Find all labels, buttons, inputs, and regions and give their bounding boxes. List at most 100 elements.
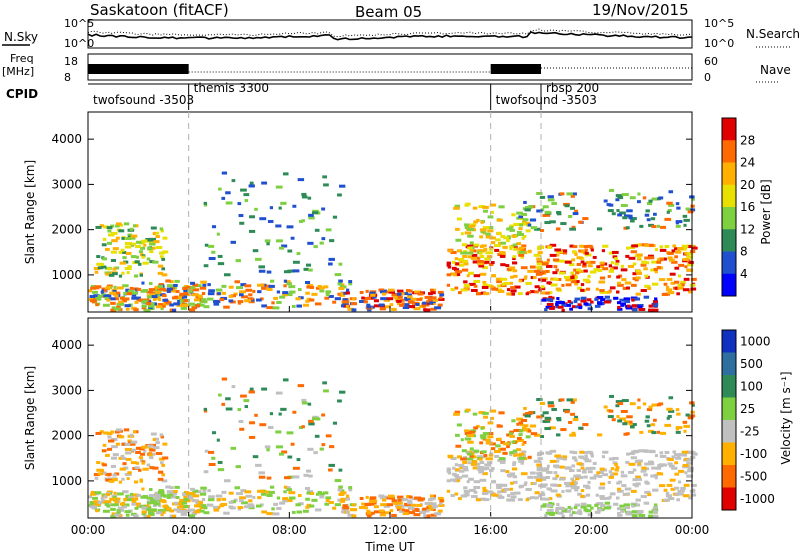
colorbar-swatch <box>722 397 736 421</box>
power-cell <box>397 292 402 296</box>
power-cell <box>497 242 502 246</box>
velocity-cell <box>150 432 157 436</box>
velocity-cell <box>608 470 613 474</box>
velocity-cell <box>338 492 345 496</box>
velocity-cell <box>469 454 474 458</box>
power-cell <box>361 296 365 300</box>
power-cell <box>183 292 189 296</box>
power-cell <box>462 254 468 258</box>
velocity-cell <box>593 474 600 478</box>
velocity-cell <box>282 378 289 382</box>
power-cell <box>118 229 125 233</box>
velocity-cell <box>453 412 460 416</box>
power-cell <box>308 268 313 272</box>
power-cell <box>282 172 289 176</box>
power-cell <box>631 244 638 248</box>
velocity-cell <box>439 502 443 506</box>
velocity-cell <box>512 463 516 467</box>
power-cell <box>130 255 137 259</box>
velocity-cell <box>475 498 481 502</box>
power-cell <box>601 249 606 253</box>
velocity-cell <box>491 493 499 497</box>
power-cell <box>203 305 210 309</box>
power-cell <box>153 240 160 244</box>
power-cell <box>616 209 620 213</box>
velocity-cell <box>653 418 657 422</box>
velocity-cell <box>104 453 110 457</box>
power-cell <box>651 260 658 264</box>
velocity-cell <box>348 488 353 492</box>
power-cell <box>99 262 105 266</box>
power-cell <box>201 292 206 296</box>
velocity-cell <box>102 463 107 467</box>
power-cell <box>586 298 592 302</box>
velocity-cell <box>402 512 410 516</box>
power-cell <box>216 232 220 236</box>
velocity-cell <box>576 462 583 466</box>
velocity-cell <box>596 433 603 437</box>
power-cell <box>175 289 180 293</box>
velocity-cell <box>162 456 169 460</box>
power-cell <box>126 271 130 275</box>
power-cell <box>283 270 291 274</box>
velocity-cell <box>513 453 517 457</box>
power-cell <box>525 221 531 225</box>
velocity-cell <box>632 478 637 482</box>
power-cell <box>284 280 291 284</box>
velocity-cell <box>116 511 121 515</box>
power-cell <box>460 251 467 255</box>
velocity-cell <box>536 398 543 402</box>
velocity-cell <box>600 496 607 500</box>
power-cell <box>524 208 531 212</box>
power-cell <box>468 271 474 275</box>
power-cell <box>514 285 521 289</box>
power-cell <box>215 288 223 292</box>
velocity-cell <box>497 448 502 452</box>
velocity-cell <box>173 489 178 493</box>
velocity-cell <box>348 486 353 490</box>
velocity-cell <box>569 433 576 437</box>
velocity-cell <box>149 456 154 460</box>
power-cell <box>506 267 512 271</box>
velocity-cell <box>506 494 511 498</box>
power-cell <box>575 305 579 309</box>
power-cell <box>611 250 619 254</box>
y-tick-label: 1000 <box>51 268 82 282</box>
power-cell <box>684 265 688 269</box>
power-cell <box>143 308 147 312</box>
velocity-cell <box>150 452 156 456</box>
power-cell <box>464 284 470 288</box>
power-cell <box>643 295 650 299</box>
velocity-cell <box>604 501 610 505</box>
velocity-cell <box>313 451 318 455</box>
velocity-cell <box>467 461 475 465</box>
power-cell <box>574 297 581 301</box>
power-cell <box>626 246 630 250</box>
velocity-cell <box>190 492 195 496</box>
power-cell <box>542 205 549 209</box>
power-cell <box>153 231 160 235</box>
power-cell <box>536 209 543 213</box>
power-cell <box>639 224 644 228</box>
velocity-cell <box>430 497 436 501</box>
velocity-cell <box>619 417 626 421</box>
power-cell <box>599 289 605 293</box>
power-cell <box>604 295 610 299</box>
velocity-cell <box>458 463 465 467</box>
velocity-cell <box>536 472 543 476</box>
power-cell <box>324 296 330 300</box>
velocity-cell <box>495 494 503 498</box>
power-cell <box>261 181 268 185</box>
nsky-label: N.Sky <box>4 30 38 44</box>
velocity-cell <box>121 477 125 481</box>
power-cell <box>311 292 318 296</box>
velocity-cell <box>500 483 508 487</box>
power-cell <box>604 300 611 304</box>
velocity-cell <box>663 498 670 502</box>
velocity-cell <box>192 489 199 493</box>
velocity-cell <box>345 510 350 514</box>
power-cell <box>681 247 688 251</box>
velocity-cell <box>690 410 695 414</box>
power-cell <box>296 252 301 256</box>
velocity-cell <box>427 504 432 508</box>
